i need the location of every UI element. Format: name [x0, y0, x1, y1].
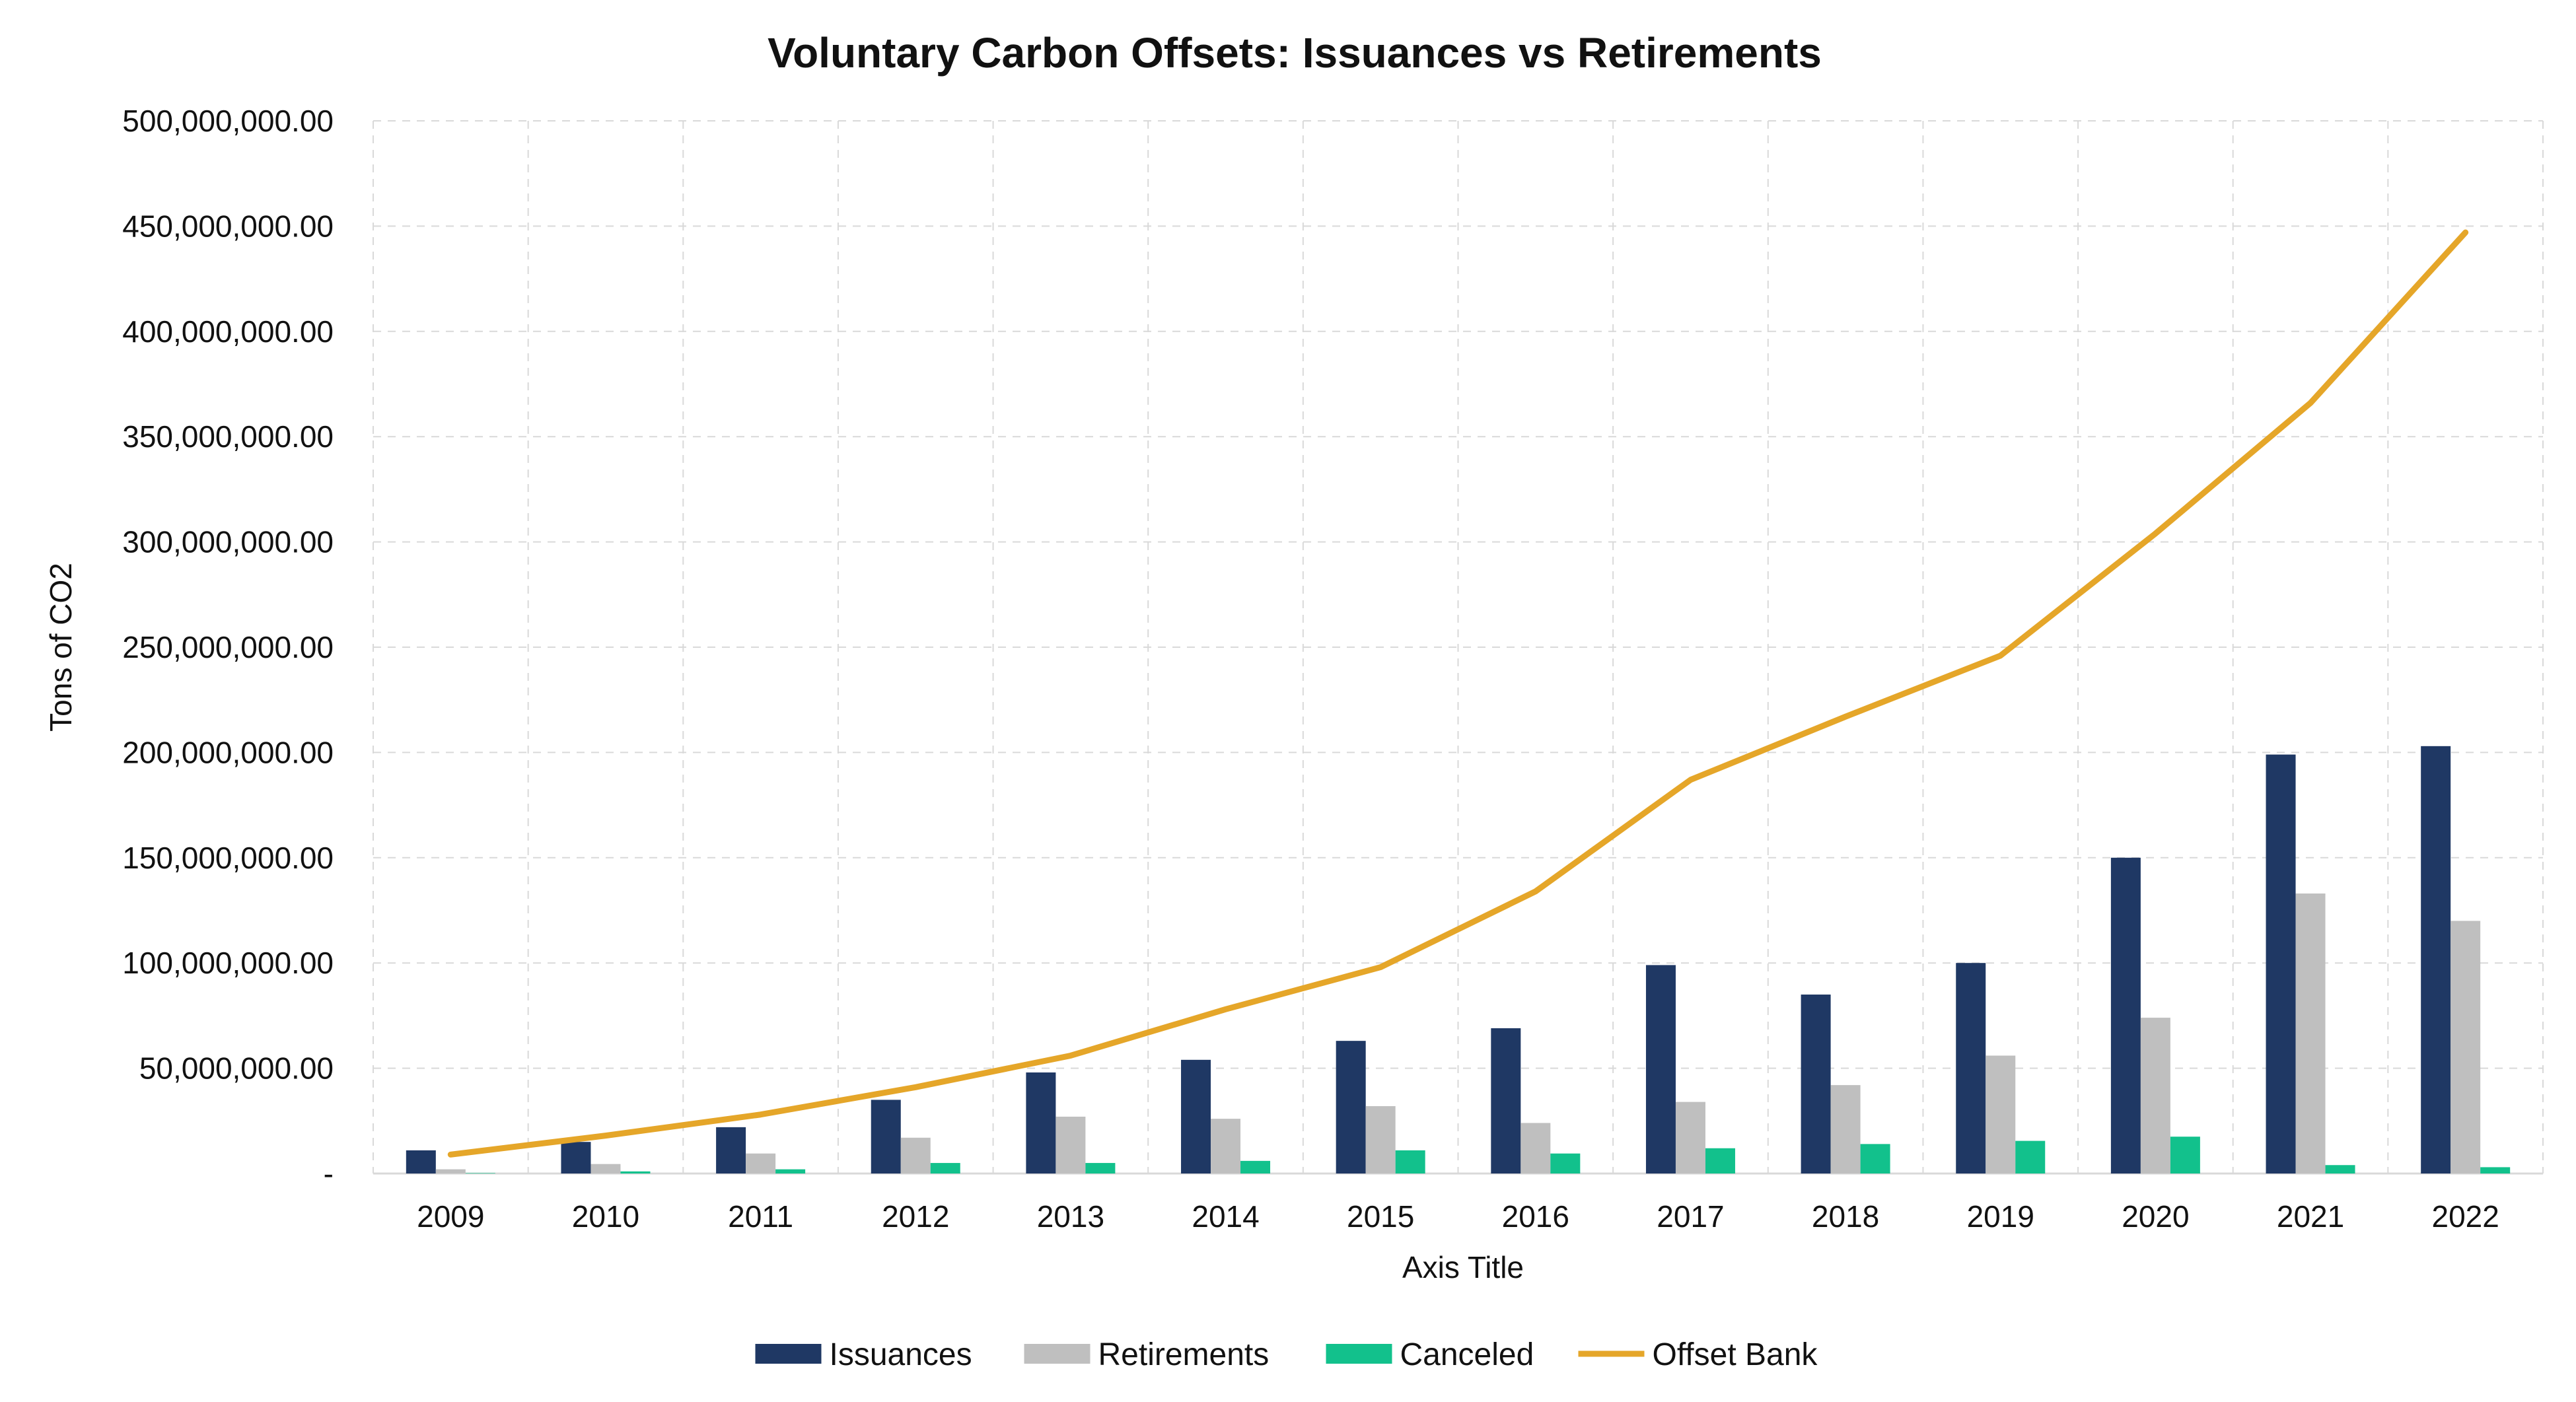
y-tick-label: - — [324, 1156, 334, 1191]
issuances-bar — [2421, 746, 2451, 1174]
retirements-bar — [1365, 1105, 1396, 1174]
x-tick-label: 2011 — [728, 1199, 793, 1234]
retirements-bar — [1521, 1123, 1551, 1174]
x-tick-label: 2019 — [1967, 1199, 2034, 1234]
retirements-bar — [2451, 921, 2481, 1174]
issuances-bar — [1181, 1059, 1211, 1174]
retirements-bar — [2140, 1018, 2170, 1174]
canceled-bar — [1860, 1144, 1890, 1174]
x-tick-label: 2017 — [1657, 1199, 1724, 1234]
retirements-bar — [1211, 1119, 1241, 1174]
x-tick-label: 2013 — [1037, 1199, 1104, 1234]
x-tick-label: 2018 — [1812, 1199, 1879, 1234]
canceled-bar — [1705, 1148, 1735, 1174]
legend-label-issuances: Issuances — [830, 1337, 972, 1372]
x-tick-label: 2021 — [2277, 1199, 2344, 1234]
tick-layer: - 50,000,000.00 100,000,000.00 150,000,000.… — [122, 104, 2499, 1234]
retirements-bar — [1830, 1085, 1861, 1174]
issuances-bar — [1026, 1072, 1056, 1174]
canceled-bar — [775, 1169, 806, 1174]
legend-swatch-retirements — [1024, 1344, 1091, 1364]
y-tick-label: 400,000,000.00 — [122, 314, 334, 349]
y-tick-label: 200,000,000.00 — [122, 735, 334, 769]
canceled-bar — [1240, 1160, 1271, 1174]
issuances-bar — [2266, 754, 2296, 1174]
x-tick-label: 2015 — [1347, 1199, 1414, 1234]
y-tick-label: 50,000,000.00 — [139, 1051, 334, 1086]
canceled-bar — [465, 1173, 495, 1174]
x-tick-label: 2009 — [417, 1199, 484, 1234]
retirements-bar — [1986, 1055, 2016, 1174]
legend: Issuances Retirements Canceled Offset Bank — [755, 1337, 1818, 1372]
retirements-bar — [590, 1164, 621, 1174]
canceled-bar — [930, 1163, 960, 1174]
retirements-bar — [746, 1153, 776, 1174]
retirements-bar — [2295, 893, 2326, 1174]
y-tick-label: 500,000,000.00 — [122, 104, 334, 138]
x-tick-label: 2012 — [882, 1199, 949, 1234]
y-tick-label: 450,000,000.00 — [122, 209, 334, 243]
canceled-bar — [1395, 1150, 1425, 1174]
legend-label-canceled: Canceled — [1400, 1337, 1534, 1372]
canceled-bar — [620, 1171, 651, 1174]
canceled-bar — [2480, 1167, 2511, 1174]
canceled-bar — [1550, 1153, 1581, 1174]
canceled-bar — [2325, 1165, 2355, 1174]
chart-title: Voluntary Carbon Offsets: Issuances vs R… — [768, 29, 1822, 77]
canceled-bar — [2015, 1140, 2046, 1174]
y-tick-label: 100,000,000.00 — [122, 946, 334, 980]
y-tick-label: 300,000,000.00 — [122, 525, 334, 559]
issuances-bar — [1956, 963, 1986, 1174]
grid-layer — [373, 120, 2544, 1175]
legend-swatch-canceled — [1326, 1344, 1392, 1364]
y-tick-label: 250,000,000.00 — [122, 630, 334, 664]
retirements-bar — [435, 1169, 466, 1174]
canceled-bar — [1085, 1163, 1116, 1174]
issuances-bar — [1491, 1028, 1521, 1174]
issuances-bar — [2110, 857, 2141, 1174]
retirements-bar — [900, 1137, 931, 1174]
issuances-bar — [561, 1142, 591, 1174]
x-tick-label: 2014 — [1192, 1199, 1259, 1234]
offset-bank-line — [447, 229, 2469, 1158]
legend-label-retirements: Retirements — [1098, 1337, 1270, 1372]
issuances-bar — [1645, 965, 1676, 1174]
x-tick-label: 2010 — [572, 1199, 639, 1234]
issuances-bar — [871, 1100, 901, 1174]
x-tick-label: 2016 — [1502, 1199, 1569, 1234]
line-layer — [447, 229, 2469, 1158]
y-tick-label: 150,000,000.00 — [122, 841, 334, 875]
x-tick-label: 2020 — [2122, 1199, 2189, 1234]
y-axis-label: Tons of CO2 — [44, 563, 78, 732]
issuances-bar — [716, 1127, 746, 1174]
issuances-bar — [1336, 1041, 1366, 1174]
canceled-bar — [2170, 1137, 2200, 1174]
retirements-bar — [1055, 1116, 1086, 1174]
issuances-bar — [1801, 995, 1831, 1174]
x-tick-label: 2022 — [2432, 1199, 2499, 1234]
legend-swatch-issuances — [755, 1344, 822, 1364]
issuances-bar — [406, 1150, 436, 1174]
x-axis-label: Axis Title — [1402, 1250, 1524, 1284]
retirements-bar — [1675, 1102, 1705, 1174]
bar-layer — [406, 746, 2511, 1174]
legend-label-offset-bank: Offset Bank — [1653, 1337, 1818, 1372]
y-tick-label: 350,000,000.00 — [122, 419, 334, 454]
